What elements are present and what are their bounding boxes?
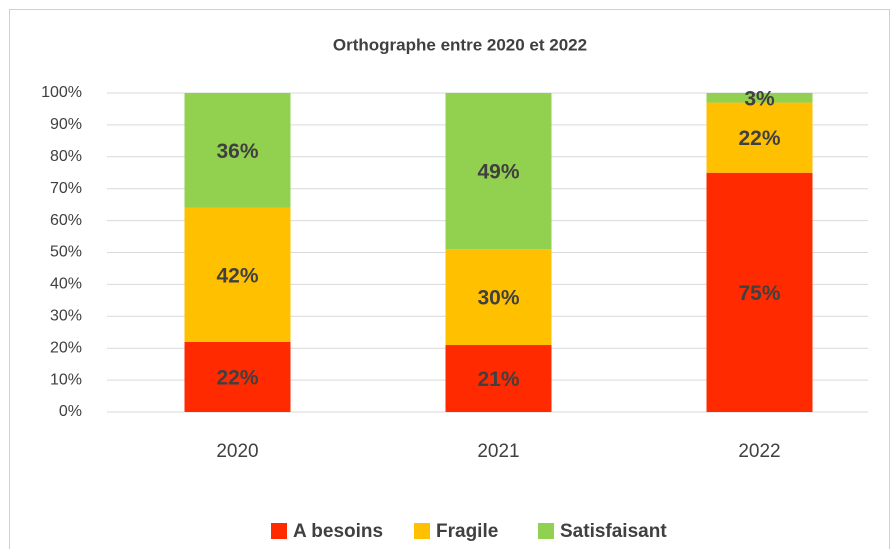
bar-segment — [706, 93, 813, 103]
bar-segment — [445, 93, 552, 250]
data-label: 3% — [744, 87, 775, 110]
x-tick-label: 2021 — [477, 441, 519, 462]
data-label: 21% — [477, 368, 519, 391]
legend-swatch — [538, 523, 554, 539]
data-label: 75% — [738, 282, 780, 305]
legend-swatch — [271, 523, 287, 539]
bar-segment — [445, 345, 552, 412]
data-label: 42% — [216, 264, 258, 287]
legend-label: A besoins — [293, 521, 383, 542]
y-tick-label: 100% — [41, 84, 82, 101]
y-tick-label: 60% — [50, 212, 82, 229]
y-tick-label: 20% — [50, 339, 82, 356]
x-tick-label: 2020 — [216, 441, 258, 462]
y-tick-label: 90% — [50, 116, 82, 133]
y-tick-label: 40% — [50, 276, 82, 293]
legend-label: Satisfaisant — [560, 521, 667, 542]
y-tick-label: 30% — [50, 308, 82, 325]
y-tick-label: 0% — [59, 403, 82, 420]
bar-segment — [184, 207, 291, 342]
data-label: 49% — [477, 161, 519, 184]
y-tick-label: 10% — [50, 371, 82, 388]
x-tick-label: 2022 — [738, 441, 780, 462]
data-label: 22% — [216, 366, 258, 389]
legend-swatch — [414, 523, 430, 539]
bar-segment — [706, 172, 813, 412]
y-tick-label: 80% — [50, 148, 82, 165]
y-tick-label: 70% — [50, 180, 82, 197]
chart-title: Orthographe entre 2020 et 2022 — [333, 35, 587, 54]
bar-segment — [445, 249, 552, 346]
data-label: 36% — [216, 140, 258, 163]
y-tick-label: 50% — [50, 244, 82, 261]
bar-segment — [184, 93, 291, 208]
data-label: 30% — [477, 287, 519, 310]
data-label: 22% — [738, 127, 780, 150]
legend-label: Fragile — [436, 521, 498, 542]
bar-segment — [184, 341, 291, 412]
bar-segment — [706, 102, 813, 173]
